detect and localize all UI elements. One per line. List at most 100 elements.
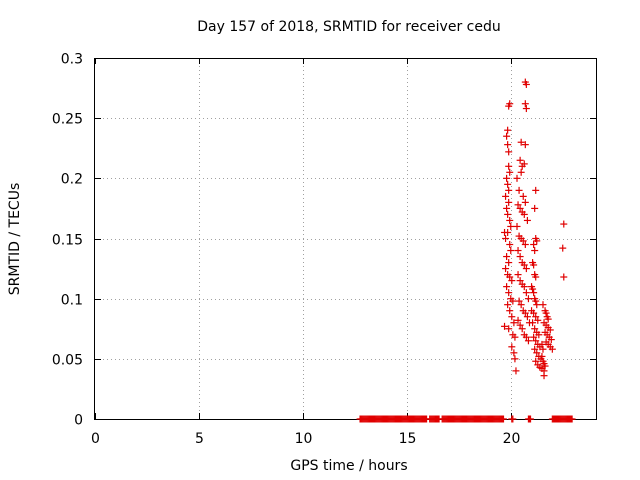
data-point bbox=[530, 241, 538, 249]
data-point bbox=[520, 283, 528, 291]
y-tick-label: 0.05 bbox=[52, 353, 83, 369]
data-point bbox=[529, 319, 537, 327]
data-point bbox=[514, 271, 522, 279]
data-point bbox=[544, 315, 552, 323]
data-point bbox=[505, 198, 513, 206]
data-point bbox=[518, 325, 526, 333]
data-point bbox=[520, 261, 528, 269]
data-point bbox=[504, 301, 512, 309]
data-point bbox=[539, 301, 547, 309]
data-point bbox=[504, 228, 512, 236]
data-point bbox=[508, 343, 516, 351]
data-point bbox=[529, 285, 537, 293]
data-point bbox=[533, 349, 541, 357]
data-point bbox=[517, 138, 525, 146]
data-point bbox=[524, 337, 532, 345]
data-point bbox=[503, 253, 511, 261]
data-point bbox=[540, 372, 548, 380]
data-point bbox=[515, 297, 523, 305]
data-point bbox=[532, 357, 540, 365]
data-point bbox=[508, 313, 516, 321]
y-tick-label: 0 bbox=[74, 413, 83, 429]
data-point bbox=[505, 162, 513, 170]
data-point bbox=[502, 265, 510, 273]
data-point bbox=[505, 325, 513, 333]
data-point bbox=[530, 333, 538, 341]
data-point bbox=[511, 333, 519, 341]
data-point bbox=[506, 100, 514, 108]
data-point bbox=[504, 126, 512, 134]
data-point bbox=[521, 198, 529, 206]
x-axis-label: GPS time / hours bbox=[290, 458, 407, 474]
y-tick-label: 0.3 bbox=[61, 52, 83, 68]
data-point bbox=[505, 148, 513, 156]
data-point bbox=[532, 297, 540, 305]
data-point bbox=[501, 322, 509, 330]
data-point bbox=[532, 337, 540, 345]
data-point bbox=[507, 247, 515, 255]
data-point bbox=[522, 333, 530, 341]
data-point bbox=[559, 244, 567, 252]
data-point bbox=[530, 261, 538, 269]
x-tick-label: 0 bbox=[91, 431, 100, 447]
data-point bbox=[531, 345, 539, 353]
data-point bbox=[512, 367, 520, 375]
data-point bbox=[517, 168, 525, 176]
data-point bbox=[503, 204, 511, 212]
y-tick-label: 0.1 bbox=[61, 293, 83, 309]
data-point bbox=[560, 273, 568, 281]
data-point bbox=[516, 253, 524, 261]
data-point bbox=[527, 415, 535, 423]
data-point bbox=[535, 331, 543, 339]
data-point bbox=[516, 321, 524, 329]
data-point bbox=[521, 241, 529, 249]
data-point bbox=[531, 325, 539, 333]
data-point bbox=[511, 355, 519, 363]
data-point bbox=[513, 222, 521, 230]
data-point bbox=[521, 100, 529, 108]
y-tick-label: 0.25 bbox=[52, 112, 83, 128]
data-point bbox=[513, 174, 521, 182]
x-tick-label: 5 bbox=[195, 431, 204, 447]
data-point bbox=[510, 349, 518, 357]
chart-title: Day 157 of 2018, SRMTID for receiver ced… bbox=[197, 19, 500, 35]
data-point bbox=[532, 313, 540, 321]
data-point bbox=[510, 319, 518, 327]
data-point bbox=[532, 273, 540, 281]
data-point bbox=[533, 237, 541, 245]
data-point bbox=[522, 289, 530, 297]
y-tick-label: 0.2 bbox=[61, 172, 83, 188]
y-axis-label: SRMTID / TECUs bbox=[7, 183, 23, 296]
data-point bbox=[521, 309, 529, 317]
data-point bbox=[542, 309, 550, 317]
data-point bbox=[538, 352, 546, 360]
data-point bbox=[503, 174, 511, 182]
data-point bbox=[538, 340, 546, 348]
data-point bbox=[520, 210, 528, 218]
data-point bbox=[516, 204, 524, 212]
data-point bbox=[508, 277, 516, 285]
data-point bbox=[530, 289, 538, 297]
data-point bbox=[560, 220, 568, 228]
x-tick-label: 10 bbox=[295, 431, 313, 447]
data-point bbox=[539, 345, 547, 353]
data-point bbox=[506, 216, 514, 224]
data-point bbox=[517, 301, 525, 309]
data-point bbox=[515, 186, 523, 194]
data-point bbox=[504, 141, 512, 149]
data-point bbox=[504, 210, 512, 218]
data-point bbox=[516, 277, 524, 285]
data-point bbox=[533, 301, 541, 309]
data-point bbox=[503, 283, 511, 291]
data-point bbox=[506, 307, 514, 315]
data-point bbox=[503, 132, 511, 140]
x-tick-label: 20 bbox=[503, 431, 521, 447]
data-point bbox=[548, 345, 556, 353]
plot-frame bbox=[94, 58, 597, 420]
data-point bbox=[532, 186, 540, 194]
data-point bbox=[523, 313, 531, 321]
data-point bbox=[502, 192, 510, 200]
data-point bbox=[516, 156, 524, 164]
data-point bbox=[530, 309, 538, 317]
